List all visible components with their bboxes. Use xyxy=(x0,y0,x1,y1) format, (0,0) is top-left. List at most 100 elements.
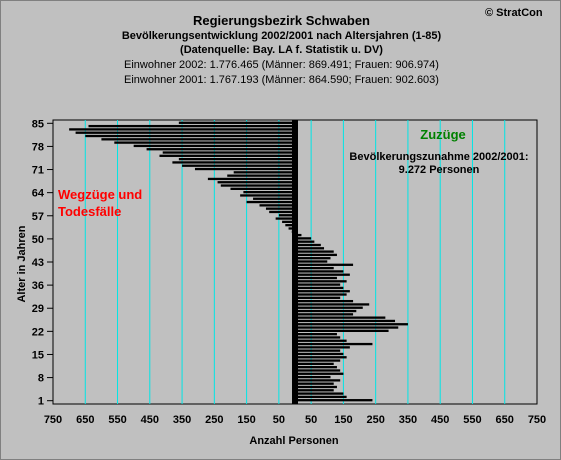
bar-age-36 xyxy=(295,283,341,286)
bar-age-75 xyxy=(159,154,295,157)
bar-age-26 xyxy=(295,316,386,319)
bar-age-12 xyxy=(295,362,334,366)
bar-age-50 xyxy=(295,237,312,240)
x-tick-label: 450 xyxy=(141,414,159,426)
bar-age-7 xyxy=(295,379,341,382)
data-source: (Datenquelle: Bay. LA f. Statistik u. DV… xyxy=(180,44,383,56)
bar-age-32 xyxy=(295,296,341,299)
bar-age-83 xyxy=(69,128,295,131)
increase-label-line1: Bevölkerungszunahme 2002/2001: xyxy=(349,151,528,163)
y-tick-label: 22 xyxy=(32,326,44,338)
bar-age-13 xyxy=(295,359,341,362)
bar-age-30 xyxy=(295,303,370,306)
outflow-label-line1: Wegzüge und xyxy=(58,187,142,202)
x-tick-label: 50 xyxy=(305,414,317,426)
bar-age-31 xyxy=(295,299,354,303)
bar-age-47 xyxy=(295,247,325,250)
bar-age-66 xyxy=(220,184,295,187)
chart-subtitle: Bevölkerungsentwicklung 2002/2001 nach A… xyxy=(121,30,442,42)
y-axis-label: Alter in Jahren xyxy=(16,225,28,302)
bar-age-23 xyxy=(295,326,399,329)
bar-age-70 xyxy=(233,171,295,174)
population-2002: Einwohner 2002: 1.776.465 (Männer: 869.4… xyxy=(124,59,439,71)
bar-age-37 xyxy=(295,280,347,283)
x-tick-label: 550 xyxy=(108,414,126,426)
bar-age-9 xyxy=(295,372,344,375)
x-tick-label: 150 xyxy=(237,414,255,426)
bar-age-43 xyxy=(295,260,328,263)
bar-age-5 xyxy=(295,385,337,389)
bars xyxy=(69,121,408,402)
bar-age-2 xyxy=(295,395,347,399)
bar-age-69 xyxy=(227,174,295,177)
bar-age-78 xyxy=(133,144,295,148)
bar-age-84 xyxy=(88,124,295,128)
bar-age-10 xyxy=(295,369,341,372)
bar-age-64 xyxy=(243,191,295,194)
bar-age-21 xyxy=(295,333,337,336)
bar-age-18 xyxy=(295,342,373,346)
y-tick-label: 43 xyxy=(32,257,44,269)
bar-age-25 xyxy=(295,319,396,323)
x-tick-label: 650 xyxy=(76,414,94,426)
bar-age-27 xyxy=(295,313,354,316)
bar-age-48 xyxy=(295,243,321,247)
x-tick-label: 250 xyxy=(366,414,384,426)
bar-age-20 xyxy=(295,336,341,339)
bar-age-76 xyxy=(162,151,295,154)
zero-axis xyxy=(292,120,298,404)
bar-age-39 xyxy=(295,273,350,276)
bar-age-29 xyxy=(295,306,363,309)
bar-age-80 xyxy=(101,138,296,141)
bar-age-42 xyxy=(295,263,354,266)
y-tick-label: 78 xyxy=(32,141,44,153)
y-tick-label: 8 xyxy=(38,373,44,385)
bar-age-17 xyxy=(295,346,350,349)
bar-age-73 xyxy=(172,161,295,164)
x-axis-label: Anzahl Personen xyxy=(249,435,339,447)
bar-age-6 xyxy=(295,382,334,385)
bar-age-46 xyxy=(295,250,334,253)
bar-age-16 xyxy=(295,349,341,352)
y-tick-label: 57 xyxy=(32,211,44,223)
x-tick-label: 650 xyxy=(496,414,514,426)
bar-age-41 xyxy=(295,266,334,270)
bar-age-45 xyxy=(295,253,337,257)
bar-age-55 xyxy=(282,220,295,224)
y-tick-label: 71 xyxy=(32,165,44,177)
x-tick-label: 350 xyxy=(399,414,417,426)
bar-age-49 xyxy=(295,240,315,243)
bar-age-1 xyxy=(295,399,373,402)
bar-age-56 xyxy=(275,217,295,220)
bar-age-11 xyxy=(295,366,337,369)
x-tick-label: 750 xyxy=(44,414,62,426)
bar-age-63 xyxy=(240,194,295,197)
y-tick-label: 36 xyxy=(32,280,44,292)
bar-age-82 xyxy=(75,131,295,134)
bar-age-22 xyxy=(295,329,389,332)
bar-age-3 xyxy=(295,392,344,395)
bar-age-77 xyxy=(146,148,295,151)
x-tick-label: 250 xyxy=(205,414,223,426)
bar-age-54 xyxy=(285,224,295,227)
bar-age-57 xyxy=(278,214,295,217)
y-tick-labels: 1 8 15 22 29 36 43 50 57 64 71 78 85 xyxy=(32,118,53,408)
x-tick-label: 150 xyxy=(334,414,352,426)
increase-label-line2: 9.272 Personen xyxy=(399,164,480,176)
bar-age-8 xyxy=(295,375,331,379)
outflow-label-line2: Todesfälle xyxy=(58,204,121,219)
bar-age-4 xyxy=(295,389,334,392)
bar-age-33 xyxy=(295,293,347,296)
bar-age-59 xyxy=(265,207,295,210)
y-tick-label: 1 xyxy=(38,396,44,408)
y-tick-label: 15 xyxy=(32,349,44,361)
y-tick-label: 85 xyxy=(32,118,44,130)
bar-age-81 xyxy=(85,134,296,138)
bar-age-19 xyxy=(295,339,347,342)
bar-age-24 xyxy=(295,323,408,326)
bar-age-65 xyxy=(230,187,295,190)
bar-age-44 xyxy=(295,257,331,260)
bar-age-74 xyxy=(178,157,295,161)
chart-title: Regierungsbezirk Schwaben xyxy=(193,13,370,28)
